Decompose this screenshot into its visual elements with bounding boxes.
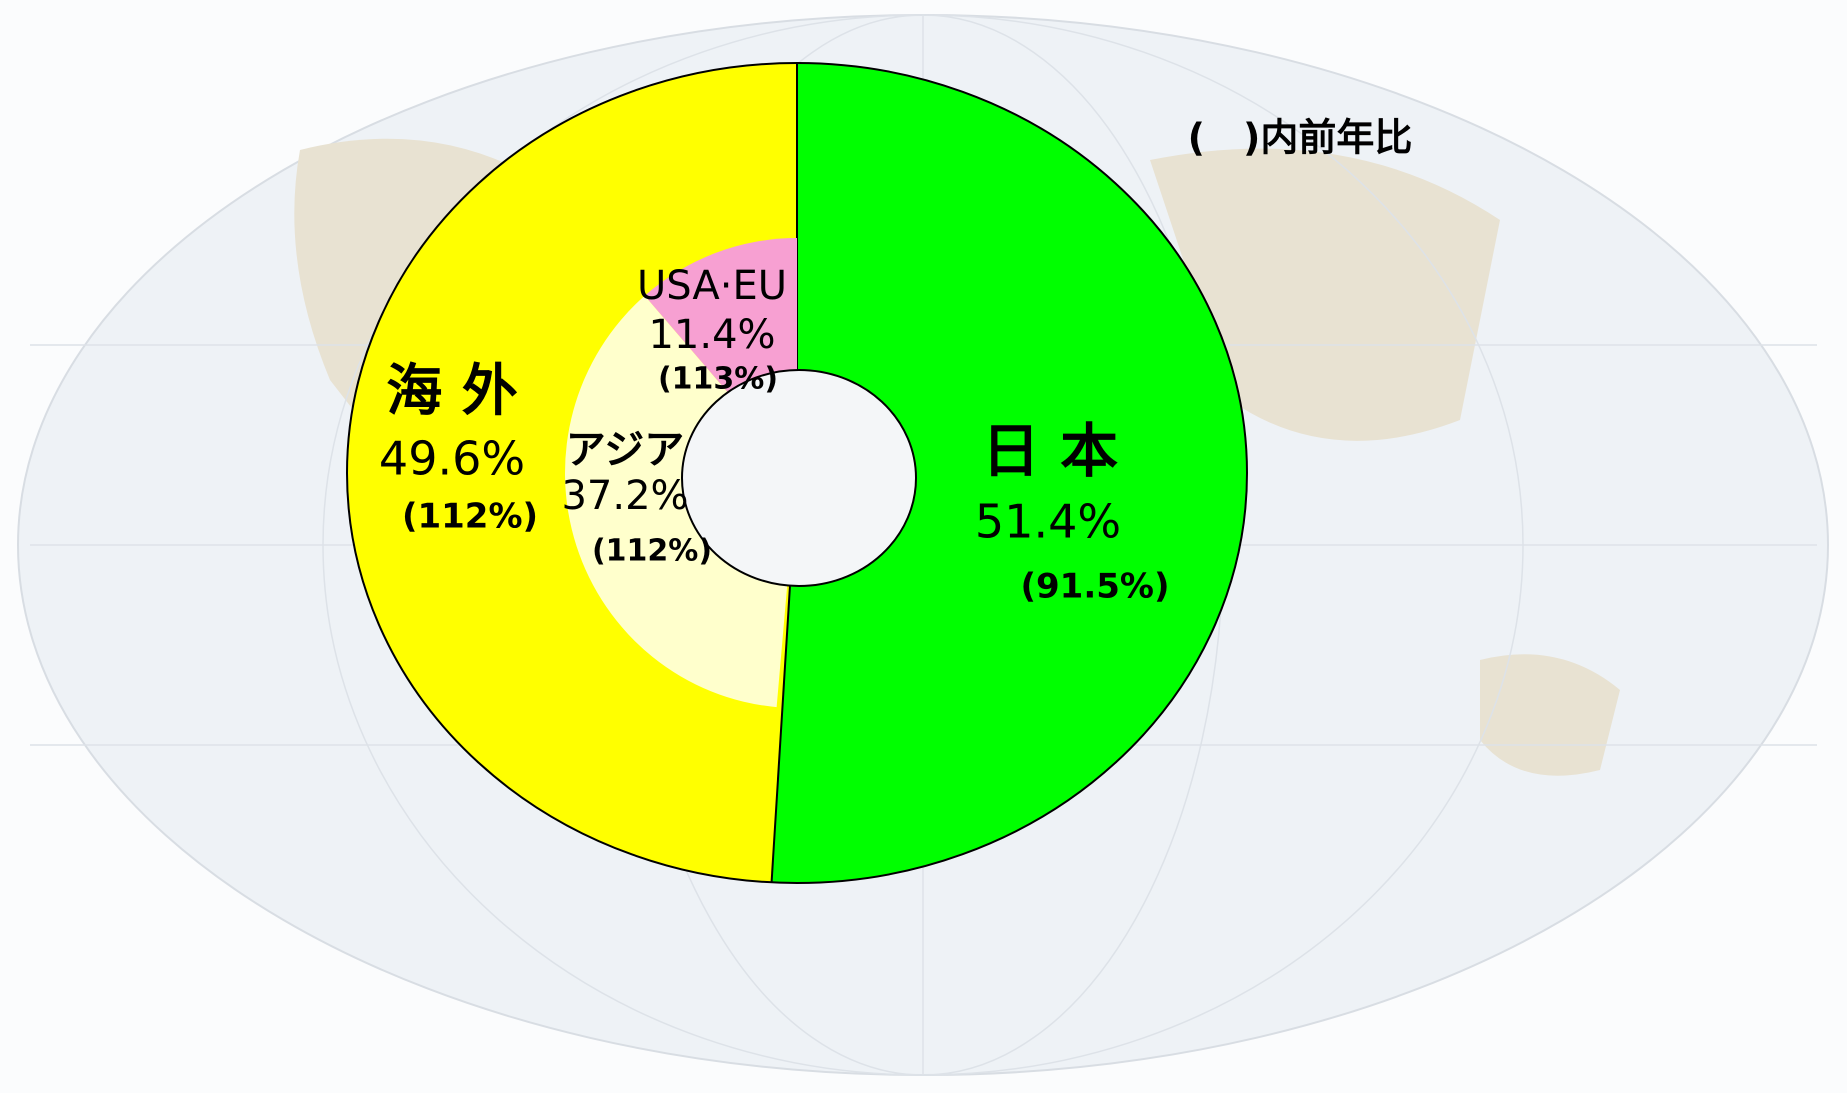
inner-categories: アジア <box>566 427 684 473</box>
outer-categories: 日 本 <box>982 417 1118 485</box>
outer-yoy-labels: (91.5%) <box>1020 567 1169 607</box>
hole <box>681 369 917 587</box>
inner-segment <box>565 295 797 708</box>
inner-value-labels: 11.4% <box>648 312 775 358</box>
inner-categories: USA·EU <box>637 263 787 309</box>
outer-categories: 海 外 <box>386 359 518 424</box>
outer-value-labels: 49.6% <box>379 432 525 486</box>
outer-yoy-labels: (112%) <box>402 497 538 537</box>
inner-yoy-labels: (113%) <box>658 362 778 397</box>
outer-segment <box>771 63 1248 884</box>
outer-value-labels: 51.4% <box>975 495 1121 549</box>
inner-value-labels: 37.2% <box>561 473 688 519</box>
note: ( )内前年比 <box>1188 116 1413 160</box>
inner-yoy-labels: (112%) <box>592 534 712 569</box>
